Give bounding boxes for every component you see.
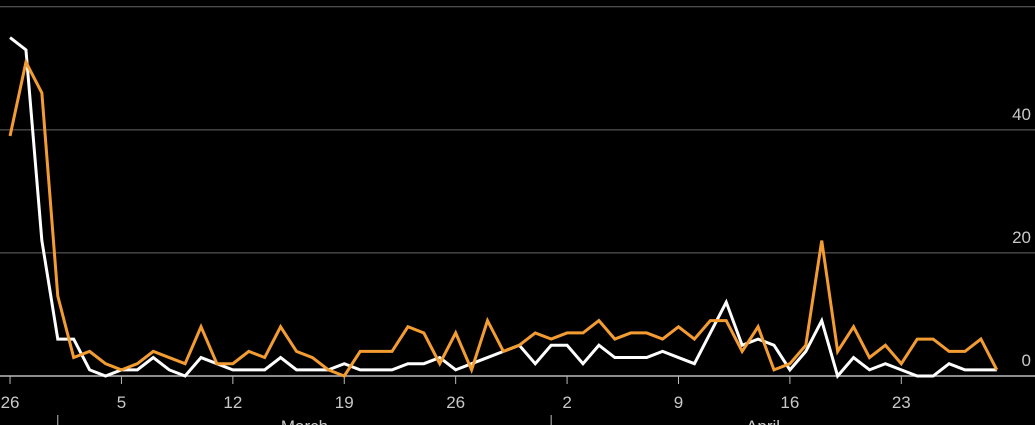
x-tick-label: 19 xyxy=(335,393,354,412)
month-label: March xyxy=(281,417,328,425)
x-tick-label: 23 xyxy=(892,393,911,412)
y-tick-label: 60 xyxy=(1012,0,1031,1)
x-tick-label: 16 xyxy=(780,393,799,412)
month-label: April xyxy=(746,417,780,425)
x-tick-label: 9 xyxy=(674,393,683,412)
series-line xyxy=(9,36,997,380)
x-tick-label: 12 xyxy=(223,393,242,412)
x-tick-label: 26 xyxy=(446,393,465,412)
x-tick-label: 2 xyxy=(562,393,571,412)
y-tick-label: 0 xyxy=(1022,351,1031,370)
x-tick-label: 5 xyxy=(117,393,126,412)
y-tick-label: 40 xyxy=(1012,105,1031,124)
series-line xyxy=(8,57,999,378)
y-tick-label: 20 xyxy=(1012,228,1031,247)
x-tick-label: 26 xyxy=(1,393,20,412)
